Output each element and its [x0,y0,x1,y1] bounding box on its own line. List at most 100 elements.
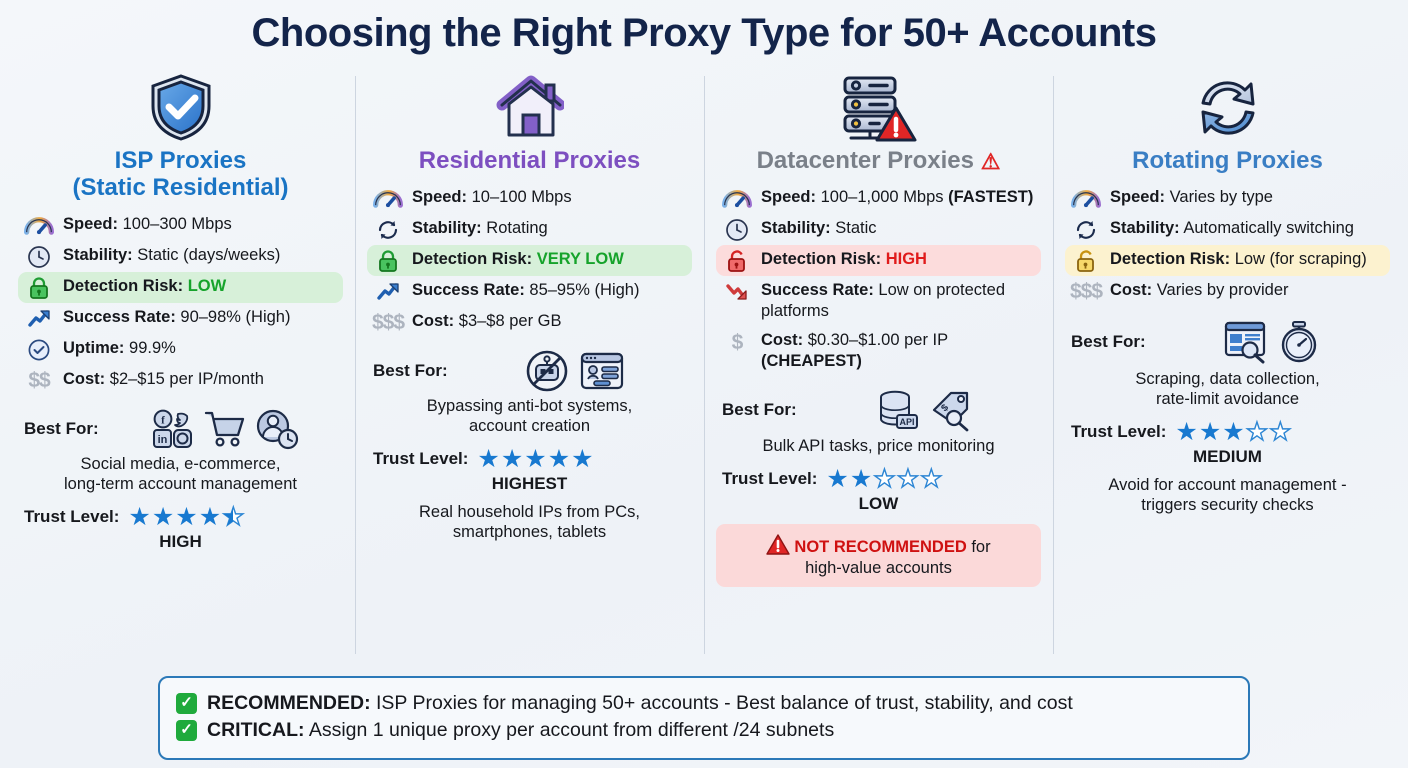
spec-label: Stability: [1110,218,1180,237]
star-full: ★ [547,444,571,473]
page-title: Choosing the Right Proxy Type for 50+ Ac… [251,11,1157,55]
trust-level-label: Trust Level: [373,449,469,469]
column-title-residential: Residential Proxies [418,147,641,175]
star-full: ★ [128,502,151,531]
proxy-column-isp: ISP Proxies (Static Residential) Speed: 1… [6,66,355,666]
spec-text: Cost: Varies by provider [1110,280,1384,301]
spec-text: Detection Risk: Low (for scraping) [1110,249,1384,270]
spec-list-residential: Speed: 10–100 Mbps Stability: Rotating Det… [367,183,692,338]
spec-row: Stability: Automatically switching [1065,214,1390,245]
spec-row: $$$ Cost: Varies by provider [1065,276,1390,307]
social-media-icon: f in [152,409,194,449]
spec-text: Speed: 100–300 Mbps [63,214,337,235]
trend-up-icon [373,281,403,303]
spec-text: Speed: 100–1,000 Mbps (FASTEST) [761,187,1035,208]
spec-text: Cost: $3–$8 per GB [412,311,686,332]
spec-value: HIGH [885,249,927,268]
best-for-row: Best For: [1065,319,1390,365]
column-title-rotating: Rotating Proxies [1132,147,1323,175]
spec-value: 85–95% (High) [529,280,640,299]
spec-row: Success Rate: 85–95% (High) [367,276,692,307]
money-icon: $ [731,330,744,354]
spec-text: Stability: Static [761,218,1035,239]
footer-recommendation-box: ✓ RECOMMENDED: ISP Proxies for managing 5… [158,676,1250,760]
star-full: ★ [524,444,547,473]
database-api-icon: API [875,389,919,431]
column-title-datacenter: Datacenter Proxies ⚠ [757,147,1001,175]
star-full: ★ [1198,417,1222,446]
spec-label: Speed: [412,187,468,206]
trust-level-row: Trust Level: ★ ★ ★ ★ ★ [716,464,943,493]
best-for-text: Bulk API tasks, price monitoring [762,437,995,456]
spec-value: Varies by provider [1156,280,1289,299]
star-full: ★ [849,464,873,493]
spec-label: Success Rate: [761,280,874,299]
star-empty: ★ [873,464,897,493]
spec-row: Uptime: 99.9% [18,334,343,365]
green-check-icon: ✓ [176,720,197,742]
trust-level-word: HIGH [159,531,202,551]
spec-label: Cost: [63,369,106,388]
check-circle-icon [24,339,54,361]
best-for-label: Best For: [722,400,797,420]
clock-icon [722,219,752,241]
proxy-column-rotating: Rotating Proxies Speed: Varies by type Sta… [1053,66,1402,666]
footer-line: ✓ RECOMMENDED: ISP Proxies for managing 5… [176,690,1232,717]
spec-value: $2–$15 per IP/month [109,369,264,388]
scrape-search-icon [1224,319,1268,365]
star-empty: ★ [1245,417,1269,446]
warning-triangle-icon [766,533,791,556]
column-title-text: Residential Proxies [418,147,641,174]
star-full: ★ [826,464,849,493]
best-for-row: Best For: [367,350,692,392]
spec-text: Speed: Varies by type [1110,187,1384,208]
money-icon: $$$ [1069,280,1103,304]
spec-row: Success Rate: 90–98% (High) [18,303,343,334]
warning-triangle-icon: ⚠ [980,149,1001,174]
lock-open-icon [722,250,752,272]
spec-label: Detection Risk: [761,249,882,268]
green-check-icon: ✓ [176,693,197,715]
footer-line: ✓ CRITICAL: Assign 1 unique proxy per acc… [176,717,1232,744]
warning-line2: high-value accounts [805,558,952,577]
proxy-column-residential: Residential Proxies Speed: 10–100 Mbps Sta… [355,66,704,666]
spec-row: $$$ Cost: $3–$8 per GB [367,307,692,338]
best-for-icons: f in [109,408,343,450]
best-for-label: Best For: [1071,331,1146,351]
spec-list-datacenter: Speed: 100–1,000 Mbps (FASTEST) Stability… [716,183,1041,376]
spec-list-rotating: Speed: Varies by type Stability: Automati… [1065,183,1390,307]
trust-level-label: Trust Level: [1071,422,1167,442]
clock-icon [24,245,54,268]
spec-label: Cost: [1110,280,1153,299]
best-for-label: Best For: [24,418,99,438]
trust-level-word: MEDIUM [1193,446,1262,466]
price-tag-search-icon: $ [929,388,973,432]
spec-row: $$ Cost: $2–$15 per IP/month [18,365,343,396]
best-for-icons [1156,319,1390,365]
spec-row: Success Rate: Low on protected platforms [716,276,1041,326]
column-title-isp: ISP Proxies (Static Residential) [72,147,288,202]
star-full: ★ [1175,417,1198,446]
money-icon: $$$ [371,311,405,335]
speedometer-icon [24,215,54,237]
spec-row: Stability: Static (days/weeks) [18,241,343,272]
spec-value: LOW [187,276,227,295]
spec-value: 90–98% (High) [180,307,291,326]
spec-label: Stability: [761,218,831,237]
best-for-row: Best For: API $ [716,388,1041,432]
spec-row: Stability: Rotating [367,214,692,245]
star-full: ★ [500,444,524,473]
spec-label: Detection Risk: [1110,249,1231,268]
spec-label: Speed: [63,214,119,233]
stopwatch-icon [1278,320,1322,364]
spec-value: 99.9% [129,338,176,357]
best-for-label: Best For: [373,360,448,380]
rotate-icon [373,219,403,241]
spec-label: Detection Risk: [412,249,533,268]
spec-row: Speed: 10–100 Mbps [367,183,692,214]
speedometer-icon [1071,188,1101,210]
spec-text: Stability: Rotating [412,218,686,239]
star-full: ★ [571,444,594,473]
trend-down-icon [722,281,752,303]
